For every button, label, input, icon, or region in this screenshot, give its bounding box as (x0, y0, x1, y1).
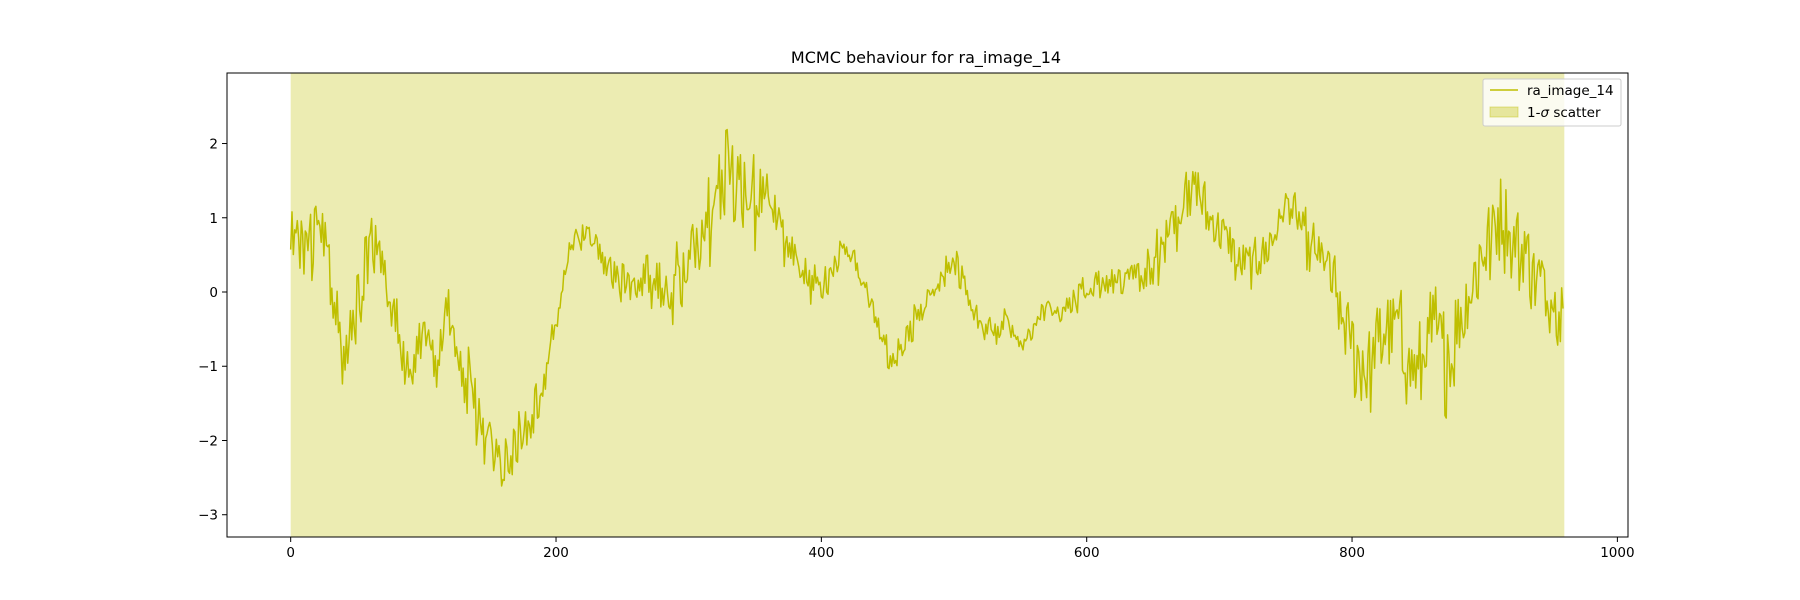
legend-label-band: 1-σ scatter (1527, 105, 1601, 121)
plot-area (289, 73, 1565, 537)
legend-label-series: ra_image_14 (1527, 83, 1614, 99)
y-tick-label: 1 (209, 211, 218, 227)
y-tick-label: 0 (209, 285, 218, 301)
y-tick-label: 2 (209, 137, 218, 153)
y-tick-label: −3 (198, 508, 218, 524)
x-tick-label: 800 (1339, 545, 1365, 561)
legend-band-swatch (1489, 106, 1519, 118)
x-tick-label: 600 (1074, 545, 1100, 561)
series-line-0 (289, 128, 1564, 487)
sigma-band (290, 73, 1565, 537)
x-tick-label: 200 (543, 545, 569, 561)
y-tick-label: −1 (198, 359, 218, 375)
x-tick-label: 400 (808, 545, 834, 561)
x-tick-label: 1000 (1600, 545, 1634, 561)
legend: ra_image_14 1-σ scatter (1482, 78, 1622, 127)
axes: 0 200 400 600 800 1000 −3 −2 −1 0 1 2 (198, 72, 1635, 561)
y-tick-label: −2 (198, 433, 218, 449)
plot-content (289, 73, 1565, 537)
x-tick-label: 0 (286, 545, 295, 561)
chart-title: MCMC behaviour for ra_image_14 (791, 48, 1061, 68)
axes-frame (226, 72, 1629, 538)
